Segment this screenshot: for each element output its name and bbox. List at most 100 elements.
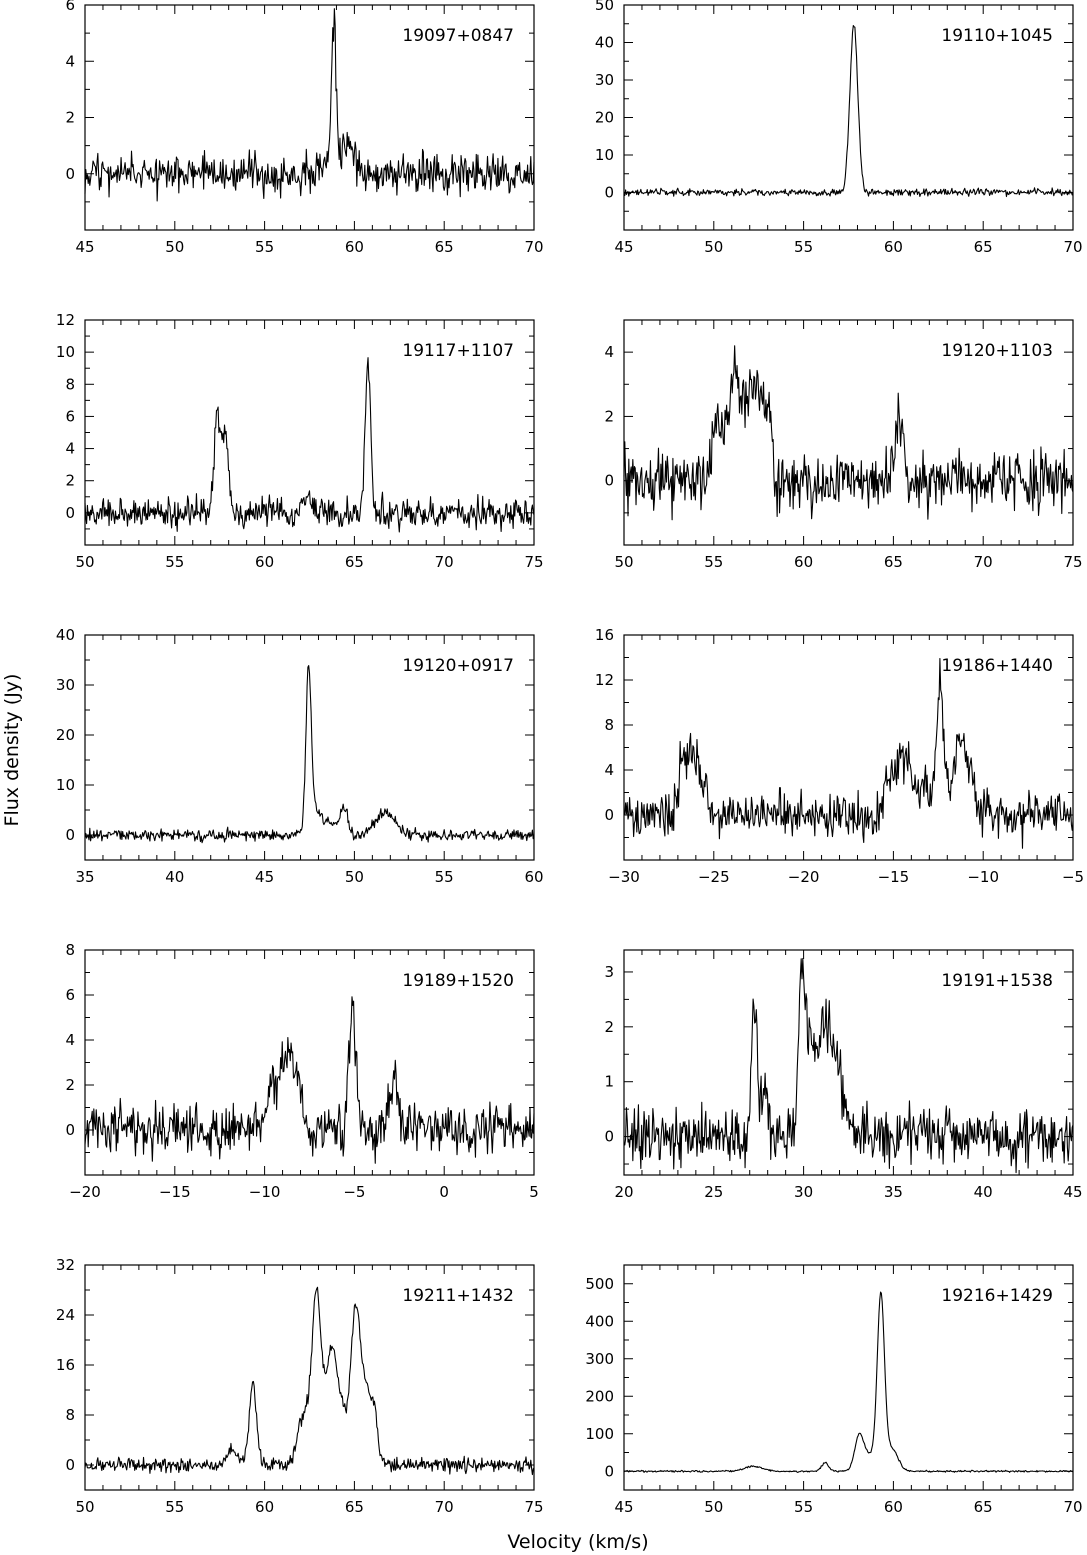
x-tick-label: 55 xyxy=(165,1498,184,1516)
spectrum-line xyxy=(623,24,1074,198)
y-tick-label: 3 xyxy=(604,963,614,981)
y-tick-label: 0 xyxy=(604,1128,614,1146)
x-tick-label: 55 xyxy=(794,1498,813,1516)
x-tick-label: 75 xyxy=(524,553,543,571)
y-tick-label: 300 xyxy=(585,1350,614,1368)
x-tick-label: 65 xyxy=(345,553,364,571)
x-tick-label: 50 xyxy=(345,868,364,886)
x-tick-label: −5 xyxy=(343,1183,365,1201)
y-tick-label: 12 xyxy=(56,311,75,329)
y-tick-label: 100 xyxy=(585,1425,614,1443)
y-tick-label: 16 xyxy=(56,1356,75,1374)
panel-frame xyxy=(84,1264,535,1491)
y-tick-label: 12 xyxy=(595,671,614,689)
source-name-label: 19120+0917 xyxy=(402,656,514,676)
y-tick-label: 2 xyxy=(65,472,75,490)
x-tick-label: 65 xyxy=(435,238,454,256)
x-tick-label: −5 xyxy=(1062,868,1084,886)
y-tick-label: 40 xyxy=(595,34,614,52)
x-tick-label: 55 xyxy=(435,868,454,886)
x-tick-label: 45 xyxy=(614,1498,633,1516)
source-name-label: 19211+1432 xyxy=(402,1286,514,1306)
y-tick-label: 30 xyxy=(56,676,75,694)
source-name-label: 19097+0847 xyxy=(402,26,514,46)
y-tick-label: 30 xyxy=(595,71,614,89)
x-tick-label: 55 xyxy=(165,553,184,571)
x-tick-label: 70 xyxy=(435,1498,454,1516)
x-tick-label: −10 xyxy=(967,868,999,886)
x-tick-label: 45 xyxy=(75,238,94,256)
y-tick-label: 4 xyxy=(604,343,614,361)
x-tick-label: 70 xyxy=(1063,238,1082,256)
x-tick-label: 65 xyxy=(974,1498,993,1516)
y-tick-label: 6 xyxy=(65,0,75,14)
y-tick-label: 400 xyxy=(585,1312,614,1330)
spectrum-panel: −30 −25 −20 −15 −10 −5 0 4 8 12 16 19186+1440 xyxy=(595,626,1084,886)
x-tick-label: −15 xyxy=(878,868,910,886)
x-tick-label: 0 xyxy=(439,1183,449,1201)
spectrum-panel: 45 50 55 60 65 70 0 2 4 6 19097+0847 xyxy=(65,0,543,256)
y-tick-label: 6 xyxy=(65,986,75,1004)
spectrum-line xyxy=(84,996,535,1164)
y-tick-label: 50 xyxy=(595,0,614,14)
x-tick-label: −20 xyxy=(69,1183,101,1201)
y-axis-title: Flux density (Jy) xyxy=(1,674,23,827)
x-tick-label: 60 xyxy=(345,238,364,256)
y-tick-label: 0 xyxy=(65,826,75,844)
x-tick-label: 75 xyxy=(524,1498,543,1516)
y-tick-label: 2 xyxy=(65,109,75,127)
y-tick-label: 0 xyxy=(604,472,614,490)
x-tick-label: 50 xyxy=(704,238,723,256)
x-tick-label: 50 xyxy=(165,238,184,256)
y-tick-label: 10 xyxy=(56,776,75,794)
y-tick-label: 16 xyxy=(595,626,614,644)
x-tick-label: 60 xyxy=(794,553,813,571)
x-tick-label: 40 xyxy=(974,1183,993,1201)
y-tick-label: 200 xyxy=(585,1387,614,1405)
source-name-label: 19189+1520 xyxy=(402,971,514,991)
source-name-label: 19191+1538 xyxy=(941,971,1053,991)
source-name-label: 19120+1103 xyxy=(941,341,1053,361)
x-axis-title: Velocity (km/s) xyxy=(507,1531,648,1553)
y-tick-label: 10 xyxy=(56,343,75,361)
y-tick-label: 6 xyxy=(65,407,75,425)
y-tick-label: 0 xyxy=(65,504,75,522)
x-tick-label: 65 xyxy=(974,238,993,256)
y-tick-label: 40 xyxy=(56,626,75,644)
spectrum-line xyxy=(84,665,535,844)
y-tick-label: 4 xyxy=(65,52,75,70)
y-tick-label: 1 xyxy=(604,1073,614,1091)
x-tick-label: −25 xyxy=(698,868,730,886)
y-tick-label: 24 xyxy=(56,1306,75,1324)
x-tick-label: 50 xyxy=(704,1498,723,1516)
y-tick-label: 2 xyxy=(65,1076,75,1094)
x-tick-label: 60 xyxy=(884,1498,903,1516)
x-tick-label: 60 xyxy=(255,1498,274,1516)
x-tick-label: 50 xyxy=(614,553,633,571)
x-tick-label: 5 xyxy=(529,1183,539,1201)
y-tick-label: 0 xyxy=(65,165,75,183)
y-tick-label: 4 xyxy=(65,440,75,458)
y-tick-label: 20 xyxy=(56,726,75,744)
spectrum-line xyxy=(623,345,1074,521)
y-tick-label: 0 xyxy=(604,806,614,824)
x-tick-label: 70 xyxy=(1063,1498,1082,1516)
y-tick-label: 8 xyxy=(65,941,75,959)
y-tick-label: 8 xyxy=(65,1406,75,1424)
y-tick-label: 2 xyxy=(604,407,614,425)
y-tick-label: 0 xyxy=(65,1121,75,1139)
x-tick-label: 20 xyxy=(614,1183,633,1201)
x-tick-label: 55 xyxy=(794,238,813,256)
x-tick-label: 50 xyxy=(75,1498,94,1516)
x-tick-label: 75 xyxy=(1063,553,1082,571)
x-tick-label: −20 xyxy=(788,868,820,886)
source-name-label: 19110+1045 xyxy=(941,26,1053,46)
x-tick-label: 70 xyxy=(974,553,993,571)
x-tick-label: 55 xyxy=(255,238,274,256)
y-tick-label: 8 xyxy=(65,375,75,393)
panel-frame xyxy=(623,319,1074,546)
spectrum-panel: 45 50 55 60 65 70 0 100 200 300 400 500 19216+1429 xyxy=(585,1264,1083,1516)
x-tick-label: 65 xyxy=(884,553,903,571)
